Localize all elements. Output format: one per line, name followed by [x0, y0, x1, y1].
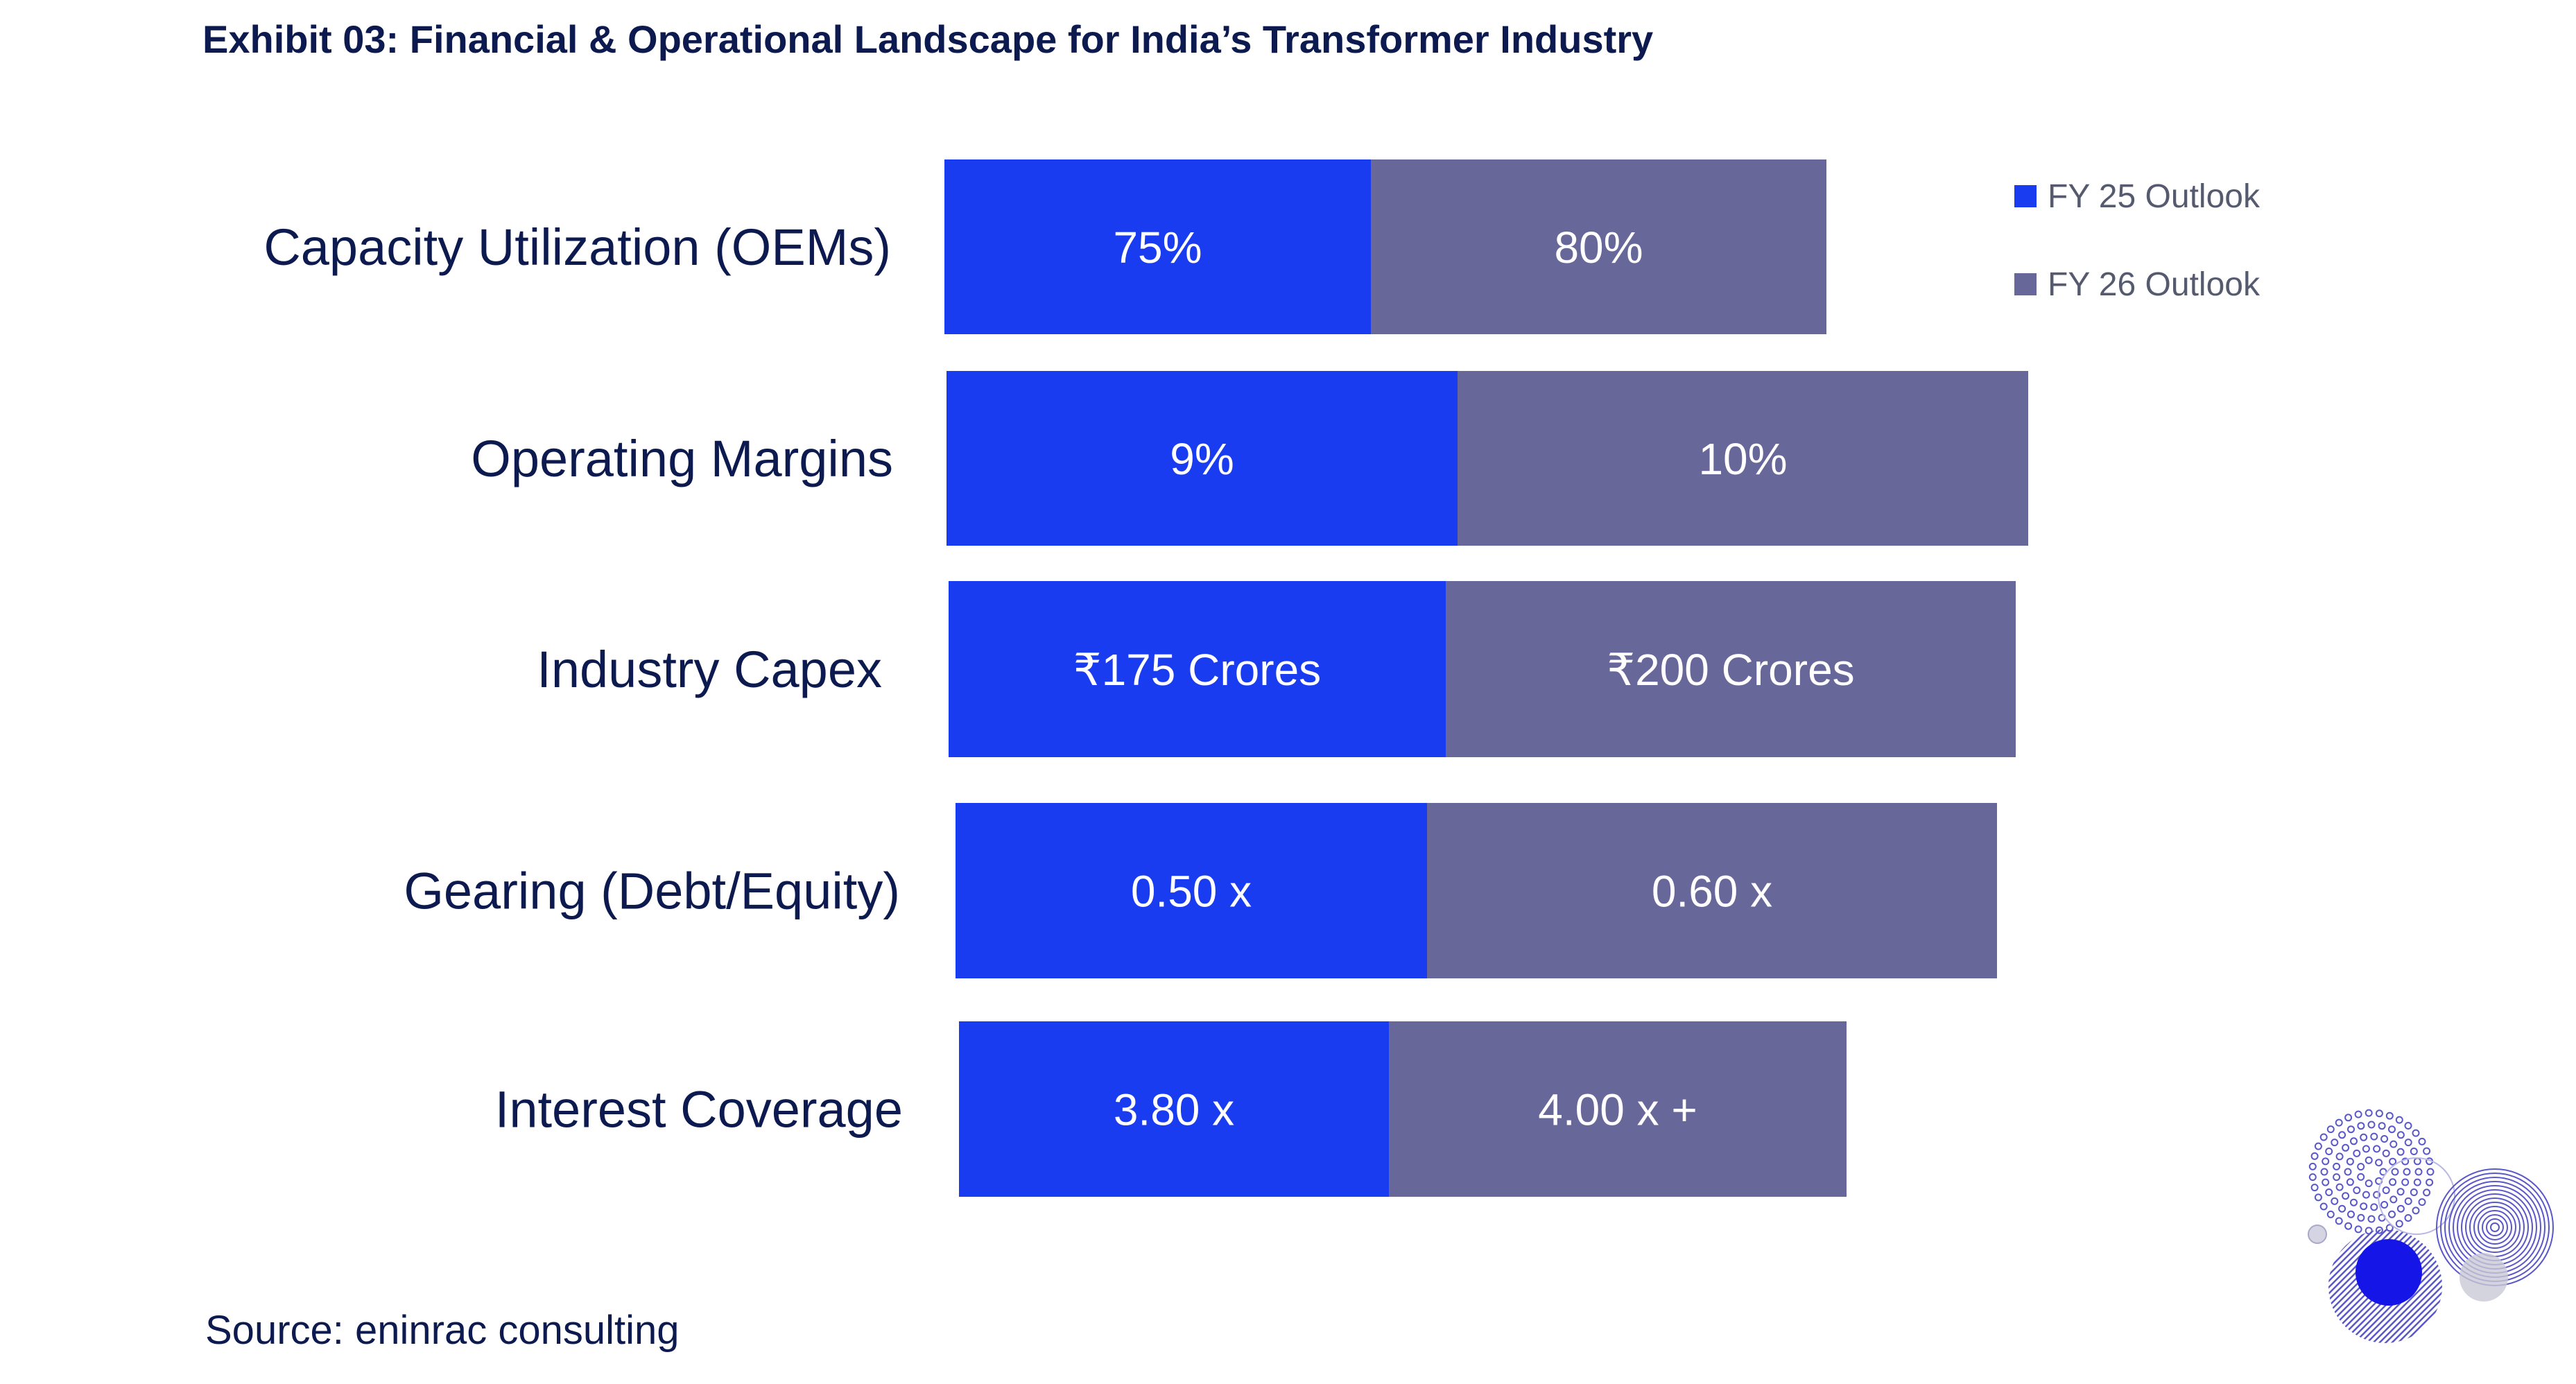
- category-label: Operating Margins: [471, 430, 893, 487]
- legend-entry: FY 25 Outlook: [2048, 178, 2261, 215]
- bar-fy25: [956, 803, 1427, 978]
- data-label-fy26: 10%: [1698, 434, 1787, 484]
- outline-circle: [2378, 1157, 2455, 1235]
- bar-fy25: [944, 159, 1371, 334]
- data-label-fy25: 9%: [1170, 434, 1234, 484]
- legend-swatch: [2014, 273, 2037, 295]
- data-label-fy26: 80%: [1554, 223, 1643, 273]
- bar-fy26: [1458, 371, 2028, 546]
- bar-fy25: [959, 1021, 1389, 1197]
- hatched-circle: [2328, 1229, 2442, 1343]
- category-label: Industry Capex: [537, 641, 882, 698]
- bar-fy26: [1389, 1021, 1847, 1197]
- source-note: Source: eninrac consulting: [205, 1308, 680, 1353]
- bar-fy26: [1446, 581, 2016, 757]
- bar-fy25: [949, 581, 1446, 757]
- data-label-fy25: 3.80 x: [1114, 1085, 1234, 1135]
- chart-title: Exhibit 03: Financial & Operational Land…: [202, 17, 1654, 61]
- legend-swatch: [2014, 185, 2037, 207]
- data-label-fy25: 75%: [1113, 223, 1202, 273]
- bar-fy26: [1427, 803, 1997, 978]
- data-label-fy25: 0.50 x: [1131, 867, 1252, 917]
- grey-circle: [2460, 1253, 2508, 1301]
- category-label: Interest Coverage: [495, 1081, 903, 1139]
- decorative-circles-graphic: [2308, 1109, 2554, 1343]
- data-label-fy25: ₹175 Crores: [1073, 645, 1321, 695]
- data-label-fy26: ₹200 Crores: [1607, 645, 1854, 695]
- data-label-fy26: 0.60 x: [1652, 867, 1772, 917]
- dot-pattern: [2308, 1109, 2435, 1235]
- blue-dot: [2355, 1239, 2422, 1306]
- bar-fy26: [1371, 159, 1826, 334]
- category-label: Capacity Utilization (OEMs): [263, 218, 891, 276]
- category-label: Gearing (Debt/Equity): [404, 863, 900, 920]
- data-label-fy26: 4.00 x +: [1538, 1085, 1697, 1135]
- legend-entry: FY 26 Outlook: [2048, 266, 2261, 303]
- small-circle: [2308, 1225, 2327, 1244]
- bar-fy25: [946, 371, 1458, 546]
